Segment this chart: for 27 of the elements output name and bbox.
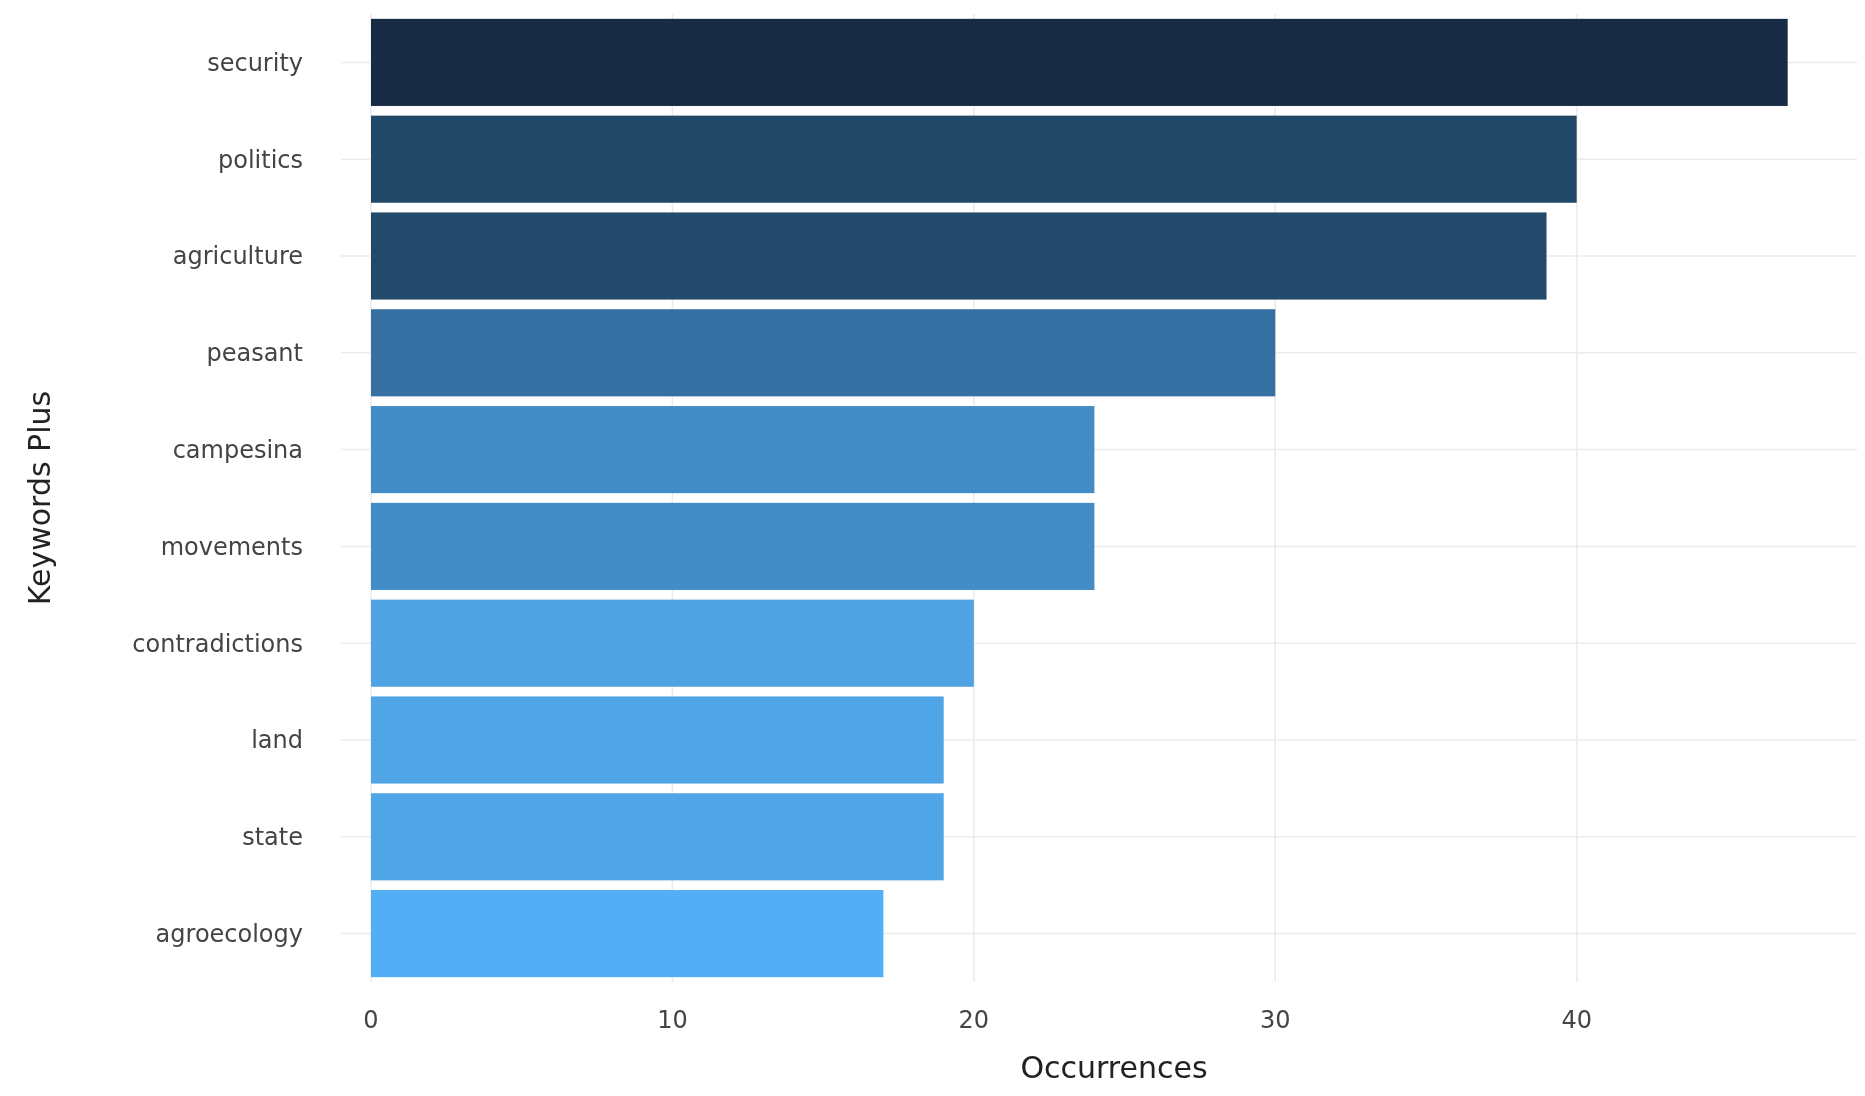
y-tick-label: peasant xyxy=(206,339,303,368)
y-tick-label: land xyxy=(251,726,303,755)
y-tick-label: agroecology xyxy=(155,920,303,948)
bar xyxy=(371,599,974,687)
y-axis-title: Keywords Plus xyxy=(22,390,57,606)
bar xyxy=(371,502,1095,590)
y-tick-label: movements xyxy=(160,532,303,561)
x-axis-title: Occurrences xyxy=(1020,1050,1208,1085)
y-tick-label: agriculture xyxy=(172,242,303,271)
y-tick-label: politics xyxy=(217,145,303,174)
x-tick-label: 40 xyxy=(1561,1006,1592,1034)
x-tick-label: 0 xyxy=(363,1006,379,1034)
bar xyxy=(371,309,1276,397)
x-tick-label: 10 xyxy=(657,1006,688,1034)
y-tick-label: campesina xyxy=(172,436,303,464)
x-tick-label: 20 xyxy=(958,1006,990,1034)
bar xyxy=(371,890,884,978)
bar xyxy=(371,18,1788,106)
bar xyxy=(371,696,944,784)
bar xyxy=(371,406,1095,494)
y-tick-label: state xyxy=(242,823,303,852)
x-tick-label: 30 xyxy=(1259,1006,1291,1034)
y-tick-label: contradictions xyxy=(132,629,303,658)
bar xyxy=(371,793,944,881)
bar xyxy=(371,212,1547,300)
y-tick-label: security xyxy=(207,48,303,77)
bar xyxy=(371,115,1577,203)
